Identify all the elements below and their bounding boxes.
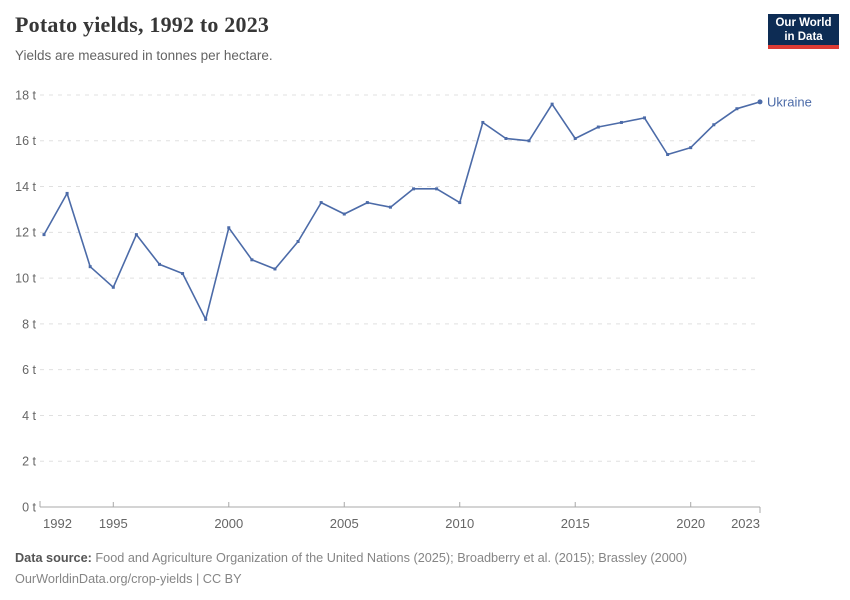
data-point[interactable] — [342, 212, 346, 216]
logo-line1: Our World — [775, 16, 832, 29]
data-point[interactable] — [435, 187, 439, 191]
data-point[interactable] — [412, 187, 416, 191]
y-tick-label: 14 t — [15, 180, 36, 194]
data-point[interactable] — [735, 107, 739, 111]
data-point[interactable] — [111, 285, 115, 289]
y-tick-label: 10 t — [15, 271, 36, 285]
page-title: Potato yields, 1992 to 2023 — [15, 12, 270, 37]
x-tick-label: 2000 — [214, 516, 243, 531]
data-point[interactable] — [689, 146, 693, 150]
entity-label-ukraine[interactable]: Ukraine — [767, 94, 812, 109]
y-tick-label: 16 t — [15, 134, 36, 148]
data-point[interactable] — [319, 201, 323, 205]
y-tick-label: 2 t — [22, 455, 36, 469]
logo-line2: in Data — [784, 30, 823, 43]
y-tick-label: 8 t — [22, 317, 36, 331]
data-point[interactable] — [527, 139, 531, 143]
data-point[interactable] — [181, 272, 185, 276]
data-point[interactable] — [643, 116, 647, 120]
y-tick-label: 12 t — [15, 226, 36, 240]
data-point[interactable] — [388, 205, 392, 209]
data-source-label: Data source: — [15, 551, 92, 565]
data-point[interactable] — [481, 120, 485, 124]
data-point[interactable] — [134, 233, 138, 237]
x-tick-label: 2023 — [731, 516, 760, 531]
data-point[interactable] — [273, 267, 277, 271]
data-point[interactable] — [65, 191, 69, 195]
data-point[interactable] — [42, 233, 46, 237]
yield-line-chart: 0 t 2 t 4 t 6 t 8 t 10 t 12 t 14 t 16 t 18 t 1992 1… — [15, 88, 812, 531]
x-tick-label: 2010 — [445, 516, 474, 531]
chart-footer: Data source: Food and Agriculture Organi… — [15, 548, 687, 590]
series-end-marker — [757, 99, 763, 105]
data-point[interactable] — [227, 226, 231, 230]
data-point[interactable] — [504, 136, 508, 140]
series-line-ukraine[interactable] — [43, 101, 761, 321]
chart-subtitle: Yields are measured in tonnes per hectar… — [15, 48, 273, 63]
data-point[interactable] — [573, 136, 577, 140]
data-point[interactable] — [666, 153, 670, 157]
data-point[interactable] — [712, 123, 716, 127]
x-tick-label: 2015 — [561, 516, 590, 531]
x-tick-label: 2020 — [676, 516, 705, 531]
data-source-text: Food and Agriculture Organization of the… — [95, 551, 688, 565]
data-point[interactable] — [204, 317, 208, 321]
x-tick-label: 2005 — [330, 516, 359, 531]
y-tick-label: 4 t — [22, 409, 36, 423]
data-point[interactable] — [250, 258, 254, 262]
data-point[interactable] — [365, 201, 369, 205]
data-point[interactable] — [296, 239, 300, 243]
data-point[interactable] — [550, 102, 554, 106]
footer-link[interactable]: OurWorldinData.org/crop-yields | CC BY — [15, 572, 242, 586]
data-point[interactable] — [157, 262, 161, 266]
x-tick-label: 1992 — [43, 516, 72, 531]
owid-logo[interactable]: Our World in Data — [768, 14, 839, 49]
y-tick-label: 0 t — [22, 500, 36, 514]
y-tick-label: 18 t — [15, 88, 36, 102]
x-tick-label: 1995 — [99, 516, 128, 531]
data-point[interactable] — [458, 201, 462, 205]
data-source-line: Data source: Food and Agriculture Organi… — [15, 548, 687, 569]
data-point[interactable] — [619, 120, 623, 124]
y-tick-label: 6 t — [22, 363, 36, 377]
data-point[interactable] — [596, 125, 600, 129]
data-point[interactable] — [88, 265, 92, 269]
